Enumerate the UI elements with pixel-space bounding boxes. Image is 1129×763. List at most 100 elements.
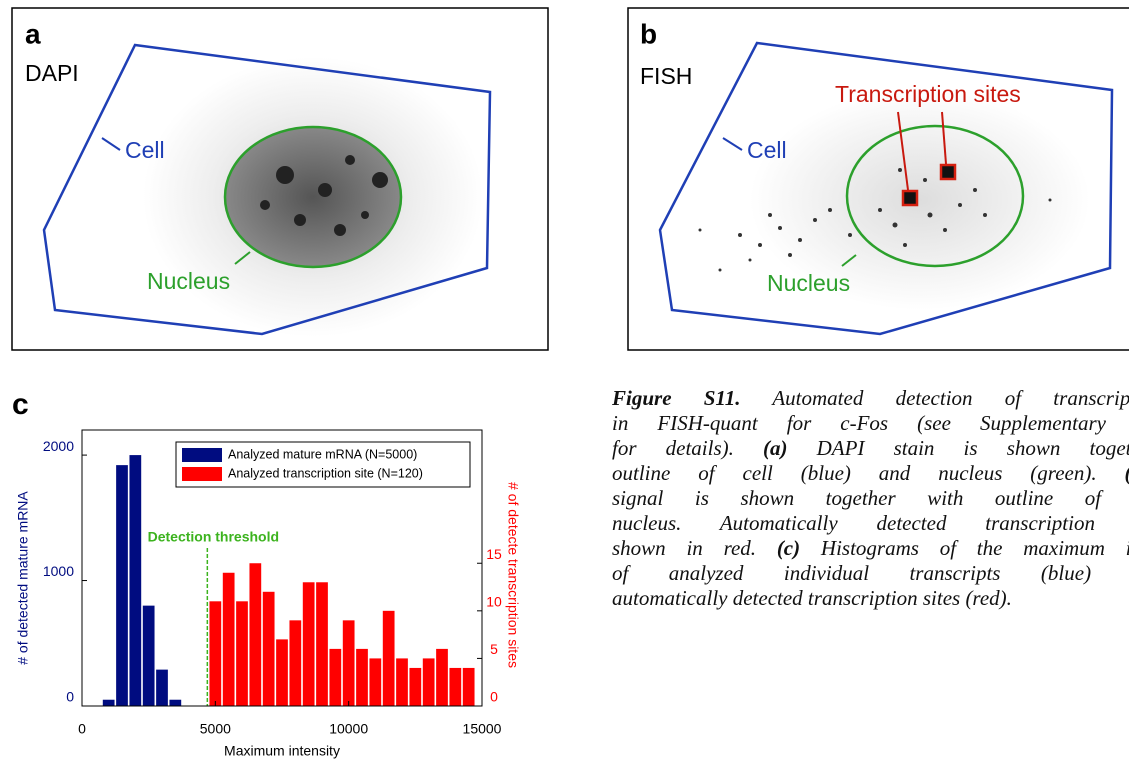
caption-text: for details). xyxy=(612,436,764,460)
bar xyxy=(342,620,355,706)
panel-label: b xyxy=(640,18,657,49)
pointer xyxy=(841,254,857,267)
bar xyxy=(396,658,408,706)
caption-text: signal is shown together with outline of… xyxy=(612,486,1129,510)
y-tick-label: 2000 xyxy=(43,438,74,454)
x-tick-label: 15000 xyxy=(463,721,502,737)
y2-tick-label: 0 xyxy=(490,689,498,705)
mrna-spots xyxy=(698,168,1052,272)
stain-label: FISH xyxy=(640,63,692,89)
caption-line: of analyzed individual transcripts (blue… xyxy=(612,561,1129,586)
stain-label: DAPI xyxy=(25,60,79,86)
bar xyxy=(436,648,448,706)
y-axis-label: # of detected mature mRNA xyxy=(15,491,31,665)
bar xyxy=(449,667,462,706)
x-tick-label: 0 xyxy=(78,721,86,737)
y2-tick-label: 5 xyxy=(490,641,498,657)
x-axis-label: Maximum intensity xyxy=(224,743,340,759)
caption-text: of analyzed individual transcripts (blue… xyxy=(612,561,1129,585)
bar xyxy=(169,699,182,706)
y2-tick-label: 15 xyxy=(486,546,502,562)
pointer xyxy=(941,111,947,165)
y2-axis-label: # of detecte transcription sites xyxy=(505,482,521,668)
caption-line: automatically detected transcription sit… xyxy=(612,586,1129,611)
bar xyxy=(316,582,328,706)
panel-b: b FISH Transcription sites Cell Nucleus xyxy=(627,7,1129,351)
pointer xyxy=(234,251,251,265)
bar xyxy=(409,667,422,706)
caption-text: outline of cell (blue) and nucleus (gree… xyxy=(612,461,1125,485)
y2-tick-label: 10 xyxy=(486,594,502,610)
panel-label: c xyxy=(12,388,29,421)
legend-label: Analyzed mature mRNA (N=5000) xyxy=(228,447,417,461)
caption-emphasis: Figure S11. xyxy=(612,386,741,410)
cell-outline xyxy=(658,41,1114,336)
bar xyxy=(369,658,382,706)
legend-swatch xyxy=(182,448,222,462)
caption-emphasis: (c) xyxy=(776,536,801,560)
nucleus-image xyxy=(225,127,401,267)
bar xyxy=(142,605,155,706)
bar xyxy=(249,563,262,706)
transcription-site xyxy=(901,189,919,207)
bar xyxy=(102,699,115,706)
bar xyxy=(262,591,275,706)
y-tick-label: 1000 xyxy=(43,563,74,579)
caption-line: in FISH-quant for c-Fos (see Supplementa… xyxy=(612,411,1129,436)
x-tick-label: 5000 xyxy=(200,721,231,737)
bar xyxy=(462,667,475,706)
nucleus-label: Nucleus xyxy=(147,268,230,294)
chromatin-spots xyxy=(260,155,388,236)
cell-label: Cell xyxy=(747,137,787,163)
panel-a: a DAPI Cell Nucleus xyxy=(11,7,549,351)
plot-frame xyxy=(81,429,483,707)
bar xyxy=(356,648,368,706)
bar xyxy=(329,648,342,706)
caption-line: Figure S11. Automated detection of trans… xyxy=(612,386,1129,411)
caption-line: outline of cell (blue) and nucleus (gree… xyxy=(612,461,1129,486)
caption-line: for details). (a) DAPI stain is shown to… xyxy=(612,436,1129,461)
bar xyxy=(422,658,435,706)
caption-text: Automated detection of transcripti xyxy=(740,386,1129,410)
nucleus-outline xyxy=(223,125,403,269)
pointer xyxy=(897,111,909,191)
pointer xyxy=(101,137,121,151)
caption-text: nucleus. Automatically detected transcri… xyxy=(612,511,1129,535)
caption-text: Histograms of the maximum in xyxy=(800,536,1129,560)
figure-caption: Figure S11. Automated detection of trans… xyxy=(612,386,1129,611)
legend-label: Analyzed transcription site (N=120) xyxy=(228,466,423,480)
bar xyxy=(209,601,222,706)
bar xyxy=(382,610,395,706)
bar xyxy=(276,639,288,706)
caption-line: nucleus. Automatically detected transcri… xyxy=(612,511,1129,536)
caption-emphasis: (a) xyxy=(763,436,788,460)
caption-text: in FISH-quant for c-Fos (see Supplementa… xyxy=(612,411,1129,435)
caption-emphasis: (b xyxy=(1125,461,1129,485)
legend-box xyxy=(175,441,471,488)
x-tick-label: 10000 xyxy=(329,721,368,737)
sites-label: Transcription sites xyxy=(835,81,1021,107)
caption-text: automatically detected transcription sit… xyxy=(612,586,1012,610)
bar xyxy=(129,455,142,706)
legend-swatch xyxy=(182,467,222,481)
nucleus-outline xyxy=(845,124,1025,268)
cell-outline xyxy=(42,43,492,336)
bar xyxy=(302,582,315,706)
glow xyxy=(750,90,1090,310)
caption-text: DAPI stain is shown togeth xyxy=(787,436,1129,460)
transcription-site xyxy=(939,163,957,181)
panel-label: a xyxy=(25,18,41,49)
cell-label: Cell xyxy=(125,137,165,163)
bar xyxy=(116,465,128,706)
caption-line: signal is shown together with outline of… xyxy=(612,486,1129,511)
bar xyxy=(236,601,248,706)
bar xyxy=(289,620,302,706)
y-tick-label: 0 xyxy=(66,689,74,705)
bar xyxy=(222,572,235,706)
nucleus-label: Nucleus xyxy=(767,270,850,296)
threshold-label: Detection threshold xyxy=(148,529,279,545)
bar xyxy=(156,669,168,706)
